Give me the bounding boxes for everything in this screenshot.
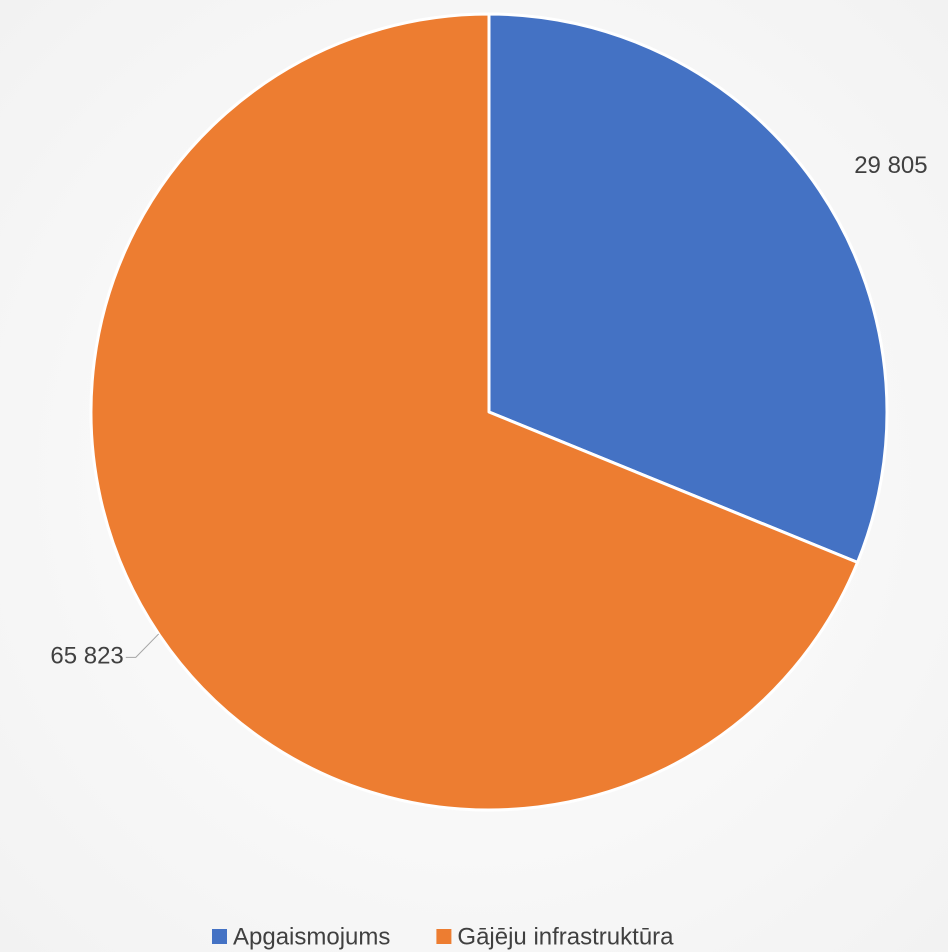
legend: Apgaismojums Gājēju infrastruktūra	[212, 923, 674, 950]
legend-label: Gājēju infrastruktūra	[457, 923, 674, 950]
pie	[89, 12, 889, 812]
pie-slice	[487, 12, 889, 564]
data-label: 65 823	[50, 643, 123, 670]
data-labels: 29 805 65 823	[50, 152, 927, 670]
leader-line	[125, 633, 160, 658]
legend-label: Apgaismojums	[233, 923, 390, 950]
legend-swatch	[212, 929, 227, 944]
data-label: 29 805	[854, 152, 927, 179]
legend-swatch	[436, 929, 452, 944]
